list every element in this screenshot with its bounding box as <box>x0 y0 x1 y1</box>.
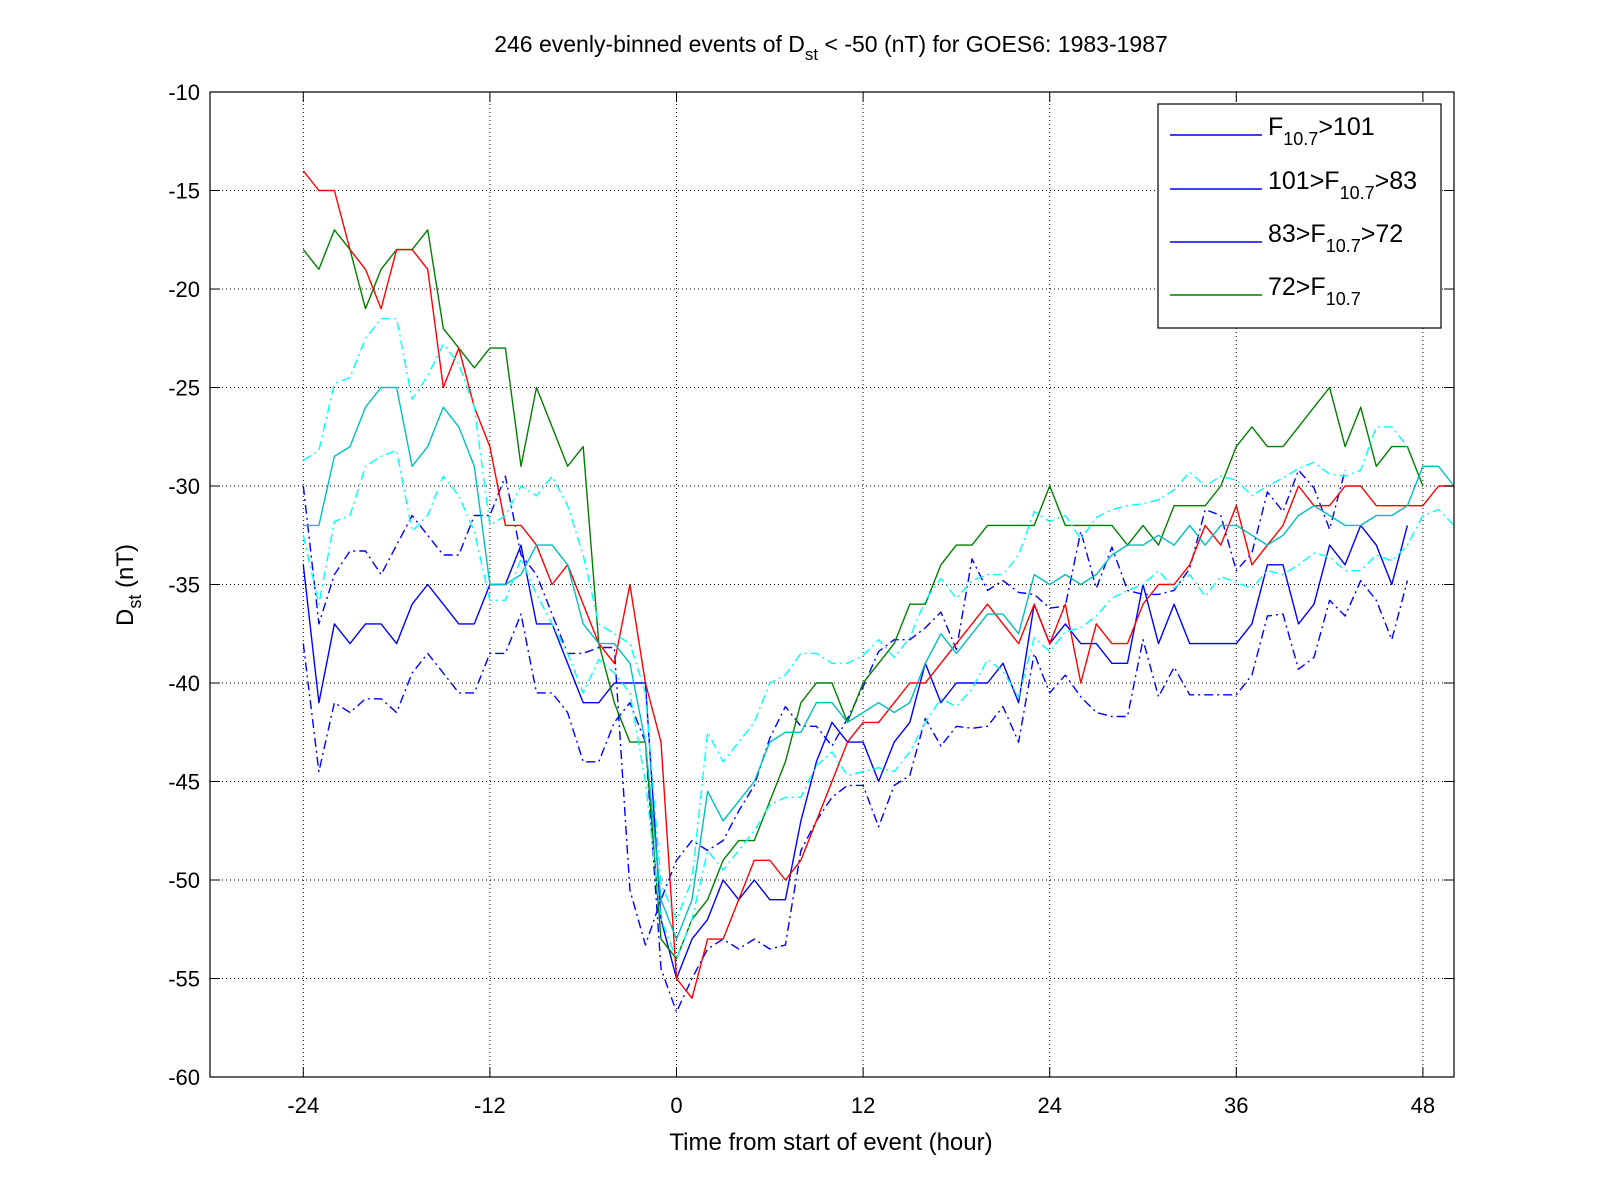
series-line-7 <box>302 317 1408 921</box>
legend-label: 83>F10.7>72 <box>1268 220 1403 256</box>
axis-ticks: -24 -12 0 12 24 36 48 -60 -55 -50 -45 -40 -35 -30 -25 -… <box>168 80 1454 1118</box>
x-tick-label: -12 <box>474 1093 506 1118</box>
legend-label: 101>F10.7>83 <box>1268 167 1417 203</box>
series-line-4 <box>302 229 1424 960</box>
legend-label: F10.7>101 <box>1268 113 1375 149</box>
y-tick-label: -15 <box>168 179 200 204</box>
y-tick-label: -45 <box>168 770 200 795</box>
legend-box <box>1157 103 1442 329</box>
legend: F10.7>101 101>F10.7>83 83>F10.7>72 72>F10.7 <box>1157 103 1442 329</box>
y-tick-label: -50 <box>168 868 200 893</box>
x-axis-label: Time from start of event (hour) <box>669 1129 992 1156</box>
y-tick-label: -30 <box>168 474 200 499</box>
chart-title: 246 evenly-binned events of Dst < -50 (n… <box>494 31 1168 64</box>
series-line-1 <box>302 524 1409 980</box>
x-tick-label: -24 <box>287 1093 319 1118</box>
series-line-3 <box>302 579 1409 1013</box>
series-line-6 <box>303 386 1455 940</box>
series-line-2 <box>302 469 1346 946</box>
y-tick-label: -60 <box>168 1065 200 1090</box>
x-tick-label: 24 <box>1037 1093 1061 1118</box>
y-axis-label: Dst (nT) <box>112 544 145 626</box>
y-tick-label: -10 <box>168 80 200 105</box>
x-tick-label: 48 <box>1411 1093 1435 1118</box>
y-tick-label: -35 <box>168 573 200 598</box>
y-tick-label: -40 <box>168 671 200 696</box>
series-line-5 <box>302 170 1454 999</box>
y-tick-label: -55 <box>168 967 200 992</box>
legend-label: 72>F10.7 <box>1268 273 1361 309</box>
x-tick-label: 36 <box>1224 1093 1248 1118</box>
y-tick-label: -20 <box>168 277 200 302</box>
y-tick-label: -25 <box>168 376 200 401</box>
x-tick-label: 0 <box>670 1093 682 1118</box>
x-tick-label: 12 <box>851 1093 875 1118</box>
data-series <box>302 170 1455 1013</box>
series-line-8 <box>302 449 1455 960</box>
